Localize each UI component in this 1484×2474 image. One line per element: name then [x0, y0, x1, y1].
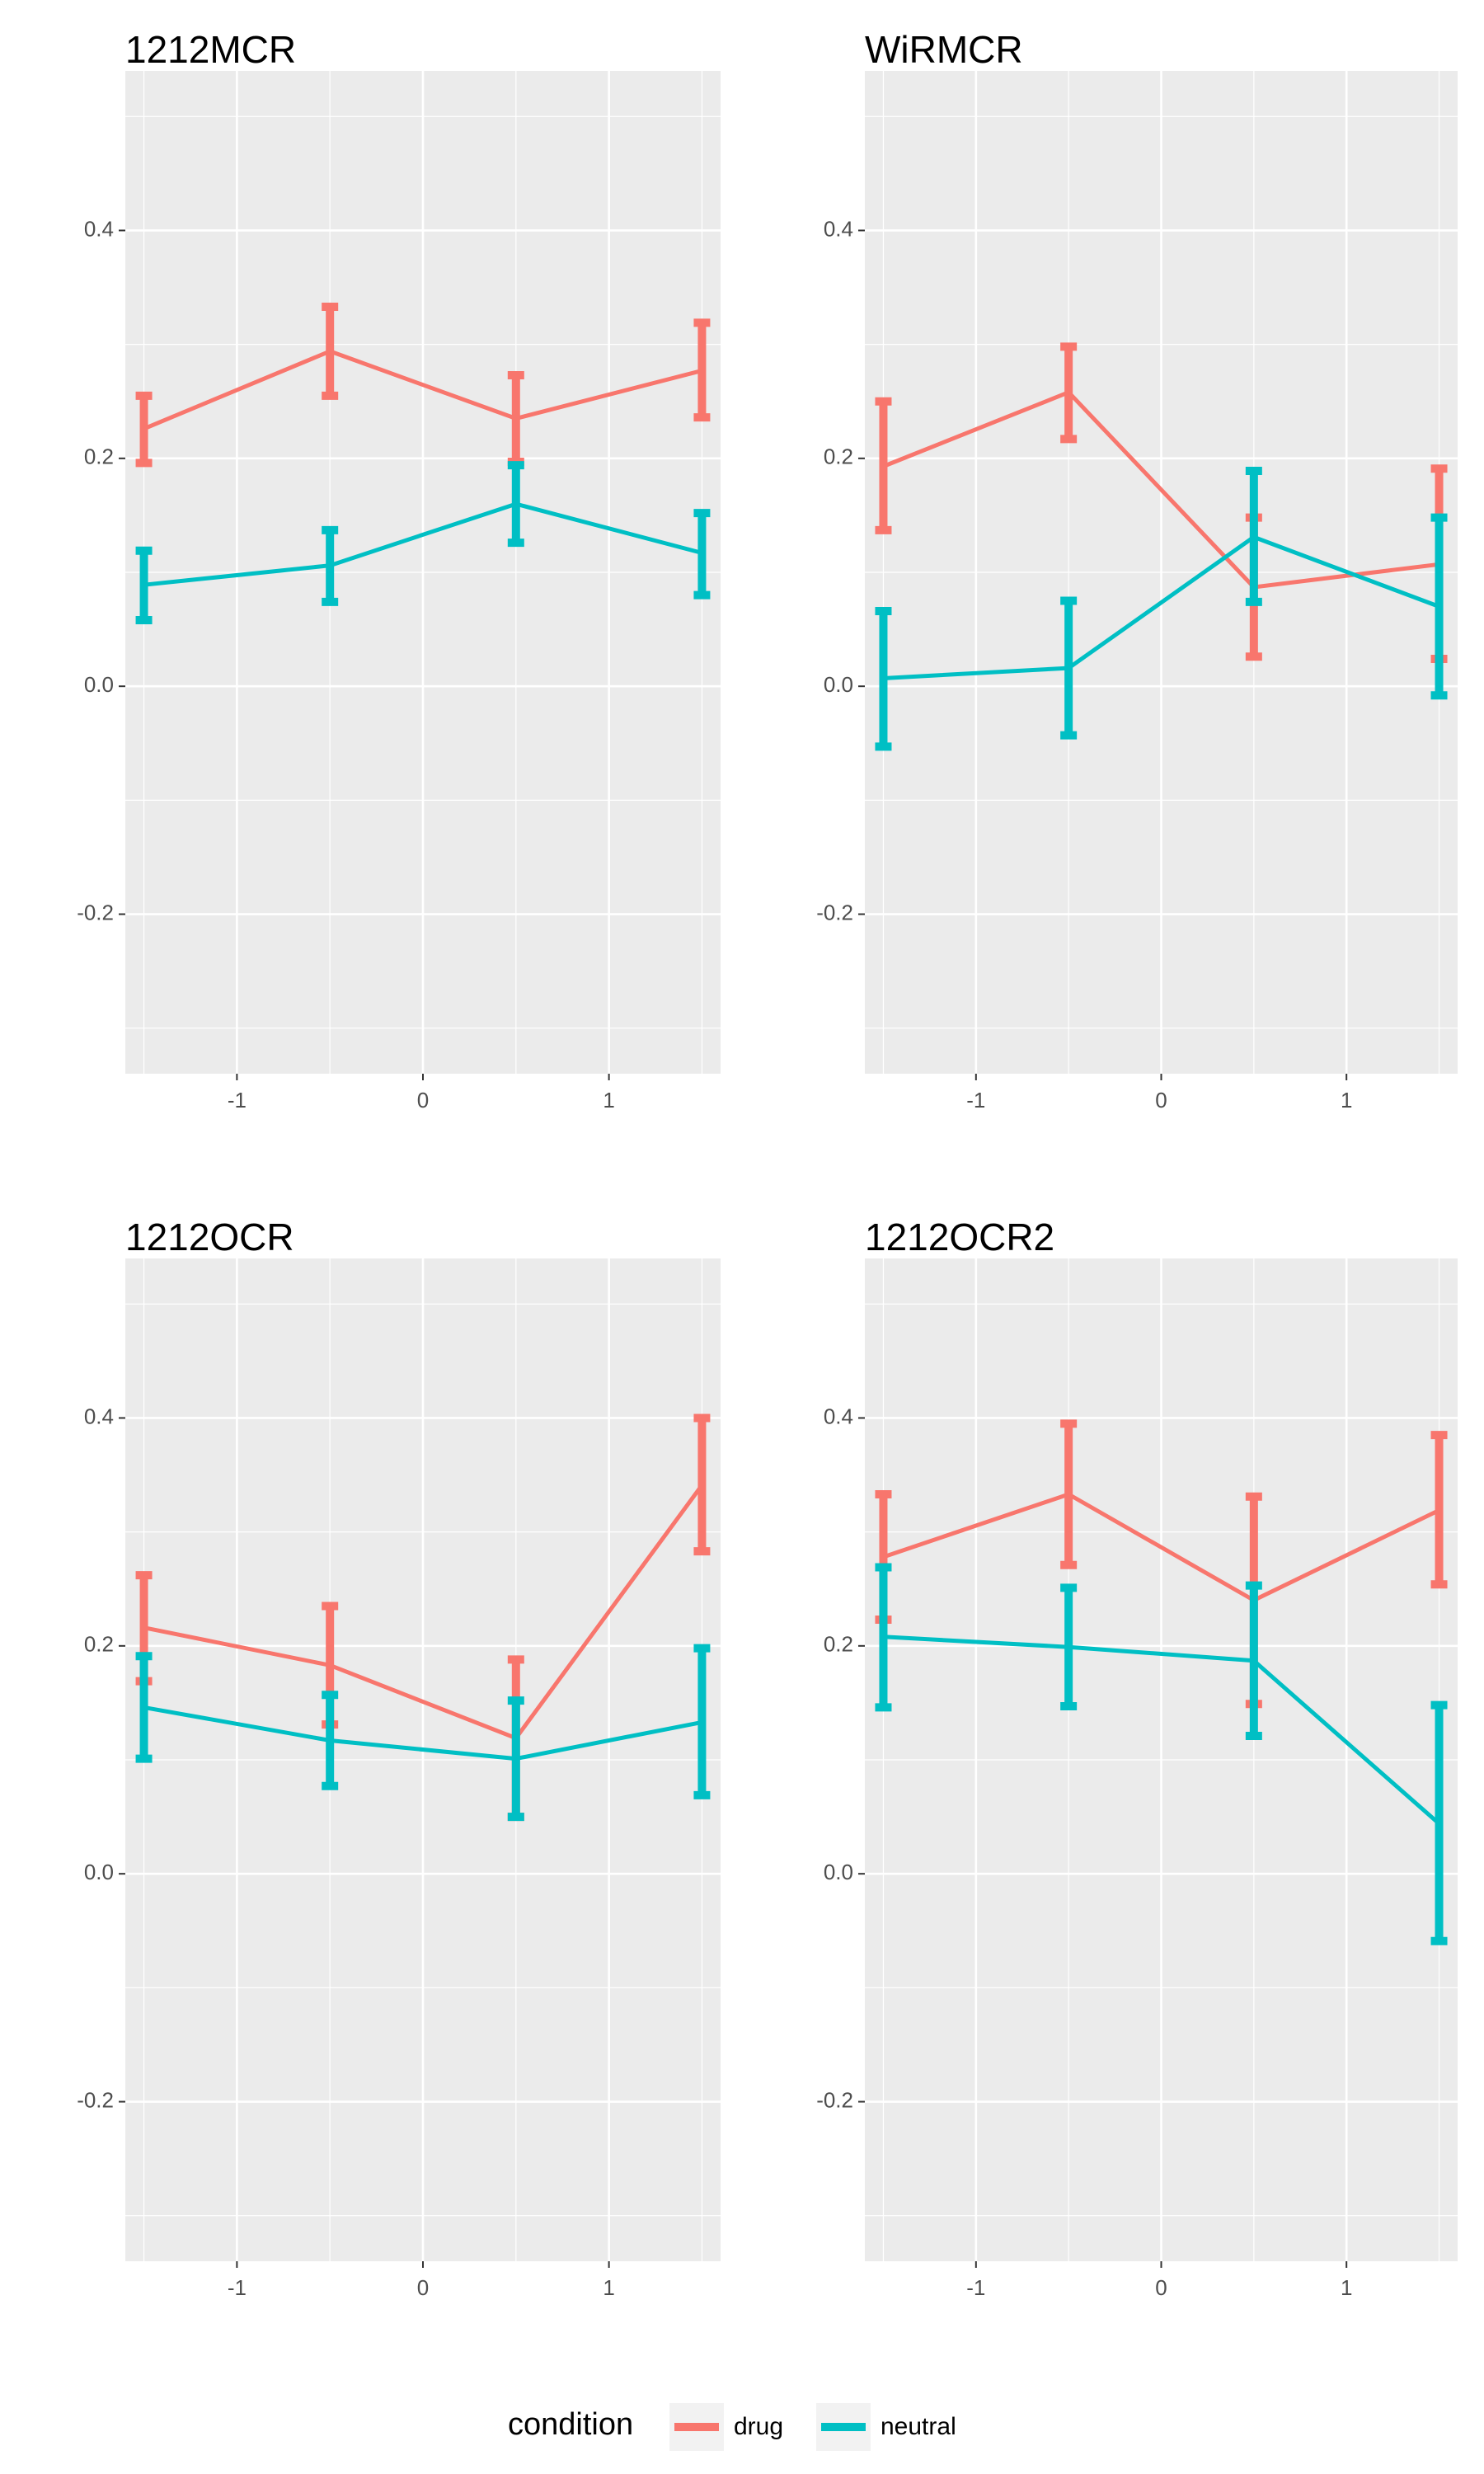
series-neutral [875, 467, 1448, 751]
y-tick-label: -0.2 [816, 900, 853, 924]
x-tick-label: 0 [417, 1088, 429, 1112]
x-tick-label: 0 [1155, 1088, 1167, 1112]
series-neutral [135, 1644, 711, 1822]
error-bar-drug [135, 391, 153, 468]
error-bar-neutral [322, 1691, 339, 1790]
legend-label: neutral [881, 2413, 956, 2440]
x-tick-label: -1 [966, 2275, 985, 2300]
chart-panel-2: WiRMCR -0.2 0.0 0.2 0.4 -1 0 1 [816, 28, 1458, 1112]
series-neutral [875, 1563, 1448, 1945]
panel-title: 1212MCR [125, 28, 296, 71]
legend-label: drug [734, 2413, 783, 2440]
y-tick-label: 0.4 [824, 1404, 853, 1428]
error-bar-neutral [693, 1644, 711, 1799]
series-line-neutral [143, 501, 703, 587]
legend-item-drug: drug [669, 2403, 783, 2451]
legend-item-neutral: neutral [816, 2403, 956, 2451]
x-tick-label: 1 [603, 2275, 614, 2300]
error-bar-drug [693, 1413, 711, 1556]
y-tick-label: -0.2 [77, 2087, 114, 2112]
series-neutral [135, 461, 711, 625]
error-bar-neutral [1245, 1581, 1262, 1740]
y-tick-label: 0.0 [824, 672, 853, 697]
x-tick-label: 1 [603, 1088, 614, 1112]
error-bar-neutral [1430, 513, 1448, 700]
y-tick-label: 0.2 [824, 444, 853, 469]
x-tick-label: 0 [417, 2275, 429, 2300]
error-bar-neutral [1430, 1700, 1448, 1945]
chart-panel-3: 1212OCR -0.2 0.0 0.2 0.4 -1 0 1 [77, 1216, 721, 2300]
y-tick-label: -0.2 [77, 900, 114, 924]
x-tick-label: 1 [1341, 1088, 1352, 1112]
series-drug [135, 303, 711, 468]
y-tick-label: 0.0 [824, 1860, 853, 1884]
error-bar-neutral [693, 509, 711, 600]
y-tick-label: 0.4 [84, 1404, 114, 1428]
error-bar-drug [1430, 1431, 1448, 1589]
error-bar-drug [693, 318, 711, 422]
error-bar-neutral [135, 546, 153, 625]
y-tick-label: 0.0 [84, 672, 114, 697]
error-bar-neutral [1060, 1583, 1078, 1711]
error-bar-neutral [507, 461, 524, 548]
series-line-neutral [883, 1634, 1441, 1826]
y-tick-label: 0.0 [84, 1860, 114, 1884]
error-bar-drug [1060, 1419, 1078, 1569]
x-tick-label: -1 [228, 2275, 247, 2300]
series-line-drug [143, 1484, 704, 1741]
y-tick-label: 0.2 [84, 1632, 114, 1657]
error-bar-neutral [1060, 596, 1078, 740]
series-line-drug [143, 349, 703, 431]
y-tick-label: -0.2 [816, 2087, 853, 2112]
legend-title: condition [508, 2407, 633, 2442]
series-line-neutral [883, 534, 1440, 680]
error-bar-neutral [875, 1563, 892, 1712]
y-tick-label: 0.2 [824, 1632, 853, 1657]
chart-panel-1: 1212MCR -0.2 0.0 0.2 0.4 -1 0 1 [77, 28, 721, 1112]
error-bar-neutral [135, 1652, 153, 1763]
x-tick-label: 0 [1155, 2275, 1167, 2300]
y-tick-label: 0.2 [84, 444, 114, 469]
series-line-drug [882, 1492, 1440, 1602]
panel-title: 1212OCR2 [865, 1216, 1054, 1258]
error-bar-drug [322, 303, 339, 400]
x-tick-label: -1 [228, 1088, 247, 1112]
y-tick-label: 0.4 [84, 216, 114, 241]
error-bar-drug [1060, 342, 1078, 444]
error-bar-neutral [875, 606, 892, 751]
x-tick-label: 1 [1341, 2275, 1352, 2300]
error-bar-neutral [322, 525, 339, 606]
error-bar-neutral [1245, 467, 1262, 606]
y-tick-label: 0.4 [824, 216, 853, 241]
error-bar-drug [875, 397, 892, 534]
panel-title: 1212OCR [125, 1216, 294, 1258]
x-tick-label: -1 [966, 1088, 985, 1112]
error-bar-neutral [507, 1696, 524, 1822]
chart-panel-4: 1212OCR2 -0.2 0.0 0.2 0.4 -1 0 1 [816, 1216, 1458, 2300]
legend: condition drug neutral [508, 2403, 956, 2451]
series-line-neutral [143, 1705, 702, 1761]
series-line-drug [882, 390, 1439, 590]
panel-title: WiRMCR [865, 28, 1023, 71]
